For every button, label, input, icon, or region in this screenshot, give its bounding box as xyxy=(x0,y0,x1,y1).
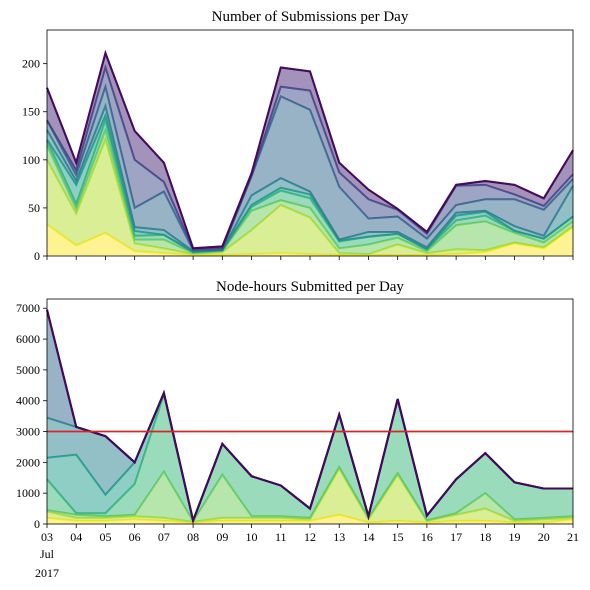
x-tick-label: 16 xyxy=(421,530,433,544)
y-tick-label: 0 xyxy=(34,517,40,531)
series-2-area xyxy=(47,130,573,255)
node-hours-axes-frame xyxy=(46,298,574,525)
x-axis-month-label: Jul xyxy=(40,547,55,561)
series-7-area xyxy=(47,67,573,251)
x-tick-label: 08 xyxy=(187,530,199,544)
y-tick-label: 100 xyxy=(22,153,40,167)
series-0-line xyxy=(46,513,574,524)
y-tick-label: 2000 xyxy=(16,455,40,469)
x-tick-label: 06 xyxy=(129,530,141,544)
y-tick-label: 3000 xyxy=(16,425,40,439)
x-tick-label: 12 xyxy=(304,530,316,544)
series-2-area xyxy=(47,466,573,522)
series-9-line xyxy=(46,309,573,525)
submissions-y-axis: 0 50 100 150 200 xyxy=(22,57,47,263)
submissions-areas xyxy=(46,49,574,257)
x-tick-label: 10 xyxy=(246,530,258,544)
node-hours-chart-title: Node-hours Submitted per Day xyxy=(216,279,404,295)
y-tick-label: 200 xyxy=(22,57,40,71)
x-tick-label: 14 xyxy=(362,530,374,544)
y-tick-label: 0 xyxy=(34,249,40,263)
series-1-line xyxy=(46,136,574,256)
submissions-x-axis xyxy=(46,256,574,260)
x-axis-year-label: 2017 xyxy=(35,566,59,580)
x-tick-label: 15 xyxy=(392,530,404,544)
x-tick-label: 05 xyxy=(99,530,111,544)
series-4-area xyxy=(47,393,573,521)
y-tick-label: 6000 xyxy=(16,332,40,346)
series-3-area xyxy=(47,394,573,522)
y-tick-label: 5000 xyxy=(16,363,40,377)
y-tick-label: 150 xyxy=(22,105,40,119)
submissions-axes-frame xyxy=(46,29,574,257)
series-9-line xyxy=(46,49,574,250)
x-tick-label: 03 xyxy=(41,530,53,544)
x-tick-label: 17 xyxy=(450,530,462,544)
series-0-area xyxy=(47,224,573,256)
x-tick-label: 04 xyxy=(70,530,82,544)
x-tick-label: 11 xyxy=(275,530,287,544)
x-tick-label: 18 xyxy=(479,530,491,544)
x-tick-label: 13 xyxy=(333,530,345,544)
node-hours-areas xyxy=(46,309,574,525)
y-tick-label: 4000 xyxy=(16,394,40,408)
x-tick-label: 09 xyxy=(216,530,228,544)
x-tick-label: 19 xyxy=(509,530,521,544)
x-tick-label: 20 xyxy=(538,530,550,544)
x-tick-label: 07 xyxy=(158,530,170,544)
node-hours-x-axis: 03 04 05 06 07 08 09 10 11 12 13 14 15 16 17 18 19 20 21 xyxy=(41,524,579,544)
y-tick-label: 50 xyxy=(28,201,40,215)
submissions-chart: Number of Submissions per Day 0 50 100 150 2… xyxy=(22,9,574,263)
node-hours-y-axis: 0 1000 2000 3000 4000 5000 6000 7000 xyxy=(16,301,47,531)
y-tick-label: 7000 xyxy=(16,301,40,315)
series-6-area xyxy=(47,86,573,252)
submissions-chart-title: Number of Submissions per Day xyxy=(212,9,409,25)
x-tick-label: 21 xyxy=(567,530,579,544)
node-hours-chart: Node-hours Submitted per Day 0 1000 2000 30… xyxy=(16,279,579,580)
y-tick-label: 1000 xyxy=(16,486,40,500)
